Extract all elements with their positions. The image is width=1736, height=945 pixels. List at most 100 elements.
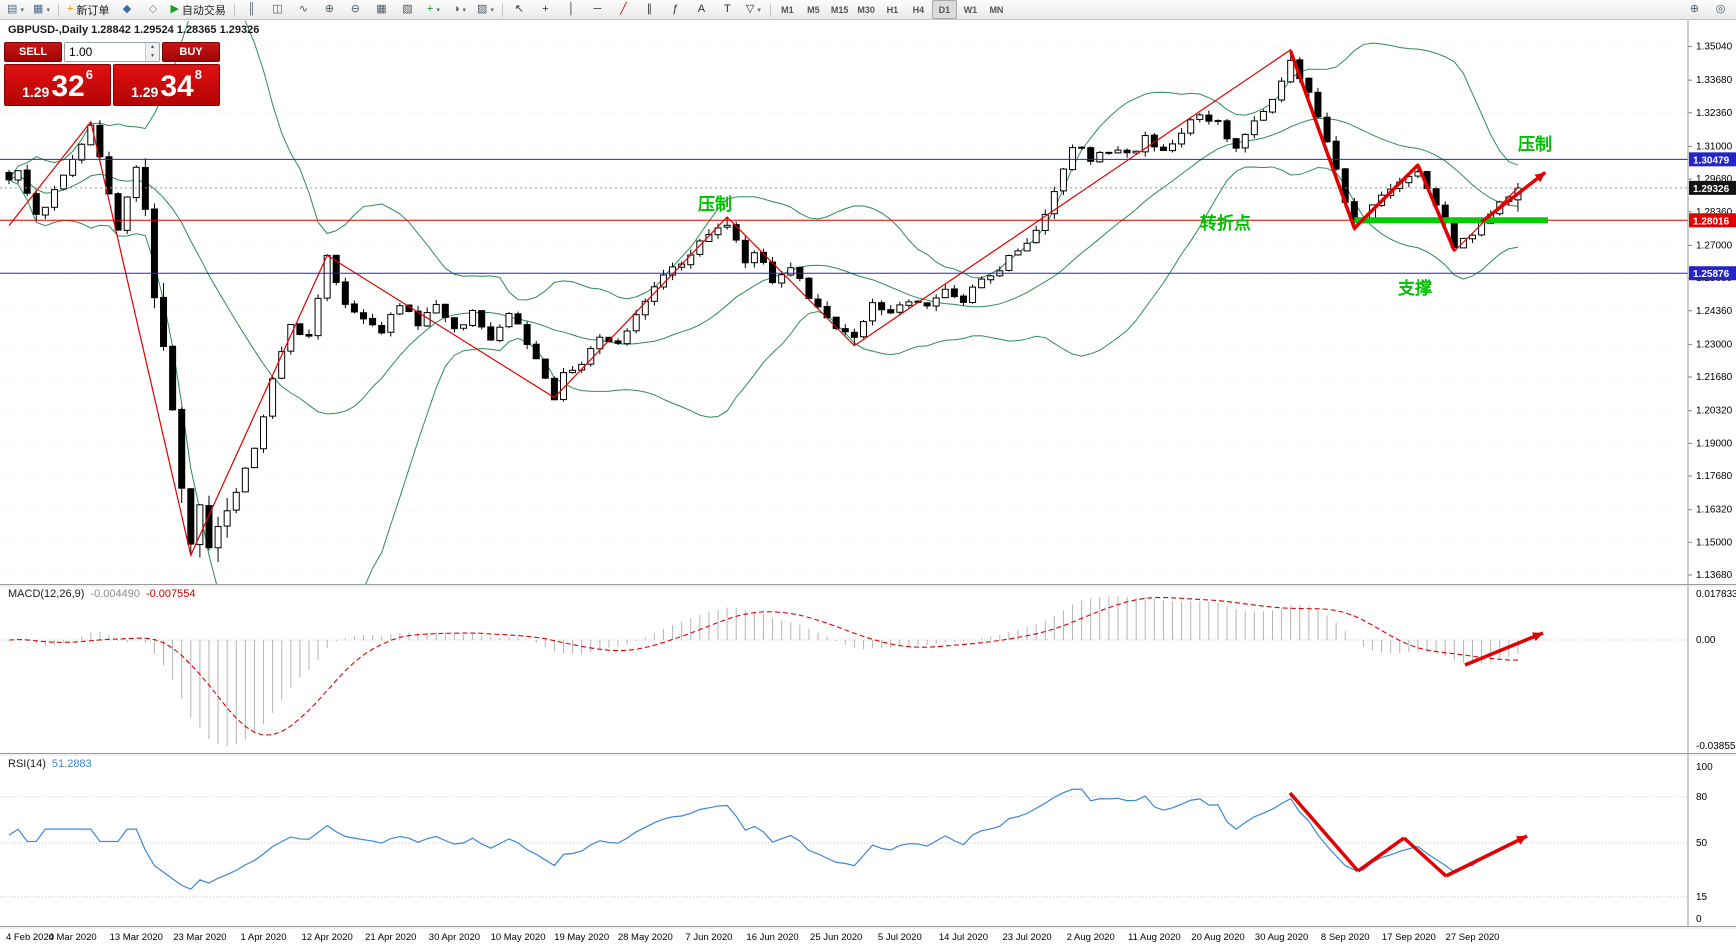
tf-m5-label: M5 bbox=[807, 4, 820, 15]
zoom-in-button[interactable]: ⊕ bbox=[317, 0, 342, 19]
macd-arrow[interactable] bbox=[1464, 631, 1544, 667]
profiles-caret-icon: ▾ bbox=[46, 6, 50, 14]
date-axis-label: 13 Mar 2020 bbox=[110, 932, 163, 943]
volume-up-button[interactable]: ▴ bbox=[146, 43, 159, 52]
periods-caret-icon: ▾ bbox=[462, 6, 466, 14]
fibonacci-button[interactable]: ƒ bbox=[663, 0, 688, 19]
tf-w1-button[interactable]: W1 bbox=[958, 0, 983, 19]
new-chart-button[interactable]: ▤ ▾ bbox=[3, 0, 28, 19]
crosshair-button[interactable]: + bbox=[533, 0, 558, 19]
macd-min-label: -0.038559 bbox=[1696, 741, 1736, 752]
date-axis-label: 17 Sep 2020 bbox=[1382, 932, 1436, 943]
fibonacci-icon: ƒ bbox=[672, 3, 679, 15]
vertical-line-button[interactable]: │ bbox=[559, 0, 584, 19]
zoom-in-icon: ⊕ bbox=[324, 3, 335, 15]
tf-m15-label: M15 bbox=[830, 4, 849, 15]
arrange-windows-button[interactable]: ▧ bbox=[395, 0, 420, 19]
tf-m30-label: M30 bbox=[857, 4, 875, 15]
bollinger-bands bbox=[8, 21, 1519, 585]
toolbar-separator bbox=[769, 2, 771, 17]
tf-h1-label: H1 bbox=[886, 4, 899, 15]
horizontal-line-icon: ─ bbox=[593, 3, 602, 15]
price-axis-label: 1.17680 bbox=[1696, 471, 1733, 482]
text-button[interactable]: A bbox=[689, 0, 714, 19]
tf-mn-label: MN bbox=[989, 4, 1004, 15]
indicators-button[interactable]: + ▾ bbox=[421, 0, 446, 19]
line-chart-button[interactable]: ∿ bbox=[291, 0, 316, 19]
vertical-line-icon: │ bbox=[567, 3, 575, 15]
periods-icon: ◑ bbox=[452, 3, 460, 15]
trend-annotation[interactable] bbox=[1289, 50, 1547, 252]
volume-input[interactable] bbox=[65, 43, 145, 61]
templates-button[interactable]: ▨ ▾ bbox=[473, 0, 498, 19]
buy-button[interactable]: BUY bbox=[162, 42, 220, 62]
tf-m5-button[interactable]: M5 bbox=[801, 0, 826, 19]
buy-price-tile[interactable]: 1.29 34 8 bbox=[113, 64, 220, 106]
channel-icon: ∥ bbox=[646, 3, 653, 15]
date-axis-label: 19 May 2020 bbox=[554, 932, 609, 943]
trendline-button[interactable]: ╱ bbox=[611, 0, 636, 19]
resistance-line-tag bbox=[1689, 152, 1736, 167]
tf-m15-button[interactable]: M15 bbox=[827, 0, 853, 19]
arrange-windows-icon: ▧ bbox=[402, 3, 413, 15]
auto-trading-button[interactable]: ▶ 自动交易 bbox=[166, 0, 229, 19]
cursor-button[interactable]: ↖ bbox=[507, 0, 532, 19]
expert-advisors-button[interactable]: ◆ bbox=[114, 0, 139, 19]
candlestick-chart-button[interactable]: ◫ bbox=[265, 0, 290, 19]
price-axis-label: 1.27000 bbox=[1696, 240, 1733, 251]
rsi-panel: 100 80 50 15 0 bbox=[0, 762, 1713, 925]
chart-options-button[interactable]: ◎ bbox=[1708, 0, 1733, 19]
date-axis-label: 30 Aug 2020 bbox=[1255, 932, 1308, 943]
sell-button[interactable]: SELL bbox=[4, 42, 62, 62]
date-axis-label: 4 Feb 2020 bbox=[6, 932, 54, 943]
one-click-trading-widget: SELL ▴ ▾ BUY 1.29 32 6 1.29 34 8 bbox=[4, 42, 220, 106]
label-icon: T bbox=[724, 3, 731, 15]
tf-h1-button[interactable]: H1 bbox=[880, 0, 905, 19]
price-axis-label: 1.33680 bbox=[1696, 75, 1733, 86]
tile-windows-button[interactable]: ▦ bbox=[369, 0, 394, 19]
sell-price-big-figure: 1.29 bbox=[22, 84, 50, 100]
date-axis-label: 21 Apr 2020 bbox=[365, 932, 416, 943]
tf-mn-button[interactable]: MN bbox=[984, 0, 1009, 19]
date-axis-label: 8 Sep 2020 bbox=[1321, 932, 1370, 943]
new-order-button[interactable]: + 新订单 bbox=[63, 0, 113, 19]
annotation-text-3[interactable]: 支撑 bbox=[1398, 278, 1432, 298]
bollinger-lower bbox=[8, 166, 1519, 585]
tf-m30-button[interactable]: M30 bbox=[853, 0, 879, 19]
sell-price-pips: 32 bbox=[51, 70, 85, 103]
channel-button[interactable]: ∥ bbox=[637, 0, 662, 19]
rsi-arrows[interactable] bbox=[1288, 791, 1528, 878]
volume-spinbox[interactable]: ▴ ▾ bbox=[64, 42, 160, 62]
zoom-out-icon: ⊖ bbox=[350, 3, 361, 15]
toolbar-separator bbox=[501, 2, 503, 17]
sell-price-tile[interactable]: 1.29 32 6 bbox=[4, 64, 111, 106]
annotation-text-2[interactable]: 转折点 bbox=[1200, 213, 1251, 233]
bar-chart-button[interactable]: ║ bbox=[239, 0, 264, 19]
rsi-axis-label: 0 bbox=[1696, 914, 1702, 925]
price-axis-label: 1.20320 bbox=[1696, 406, 1733, 417]
shapes-button[interactable]: ▽ ▾ bbox=[741, 0, 766, 19]
tf-m1-button[interactable]: M1 bbox=[775, 0, 800, 19]
bollinger-middle bbox=[8, 117, 1518, 415]
label-button[interactable]: T bbox=[715, 0, 740, 19]
annotation-text-1[interactable]: 压制 bbox=[1518, 134, 1552, 154]
bar-chart-icon: ║ bbox=[247, 3, 256, 15]
annotation-text-0[interactable]: 压制 bbox=[698, 194, 732, 214]
search-zoom-button[interactable]: ⊕ bbox=[1682, 0, 1707, 19]
candlestick-chart-icon: ◫ bbox=[272, 3, 283, 15]
tf-d1-button[interactable]: D1 bbox=[931, 0, 957, 19]
date-axis-label: 10 May 2020 bbox=[491, 932, 546, 943]
profiles-button[interactable]: ▦ ▾ bbox=[29, 0, 54, 19]
price-axis-label: 1.23000 bbox=[1696, 339, 1733, 350]
metaeditor-button[interactable]: ◇ bbox=[140, 0, 165, 19]
horizontal-line-button[interactable]: ─ bbox=[585, 0, 610, 19]
volume-down-button[interactable]: ▾ bbox=[146, 52, 159, 61]
zoom-out-button[interactable]: ⊖ bbox=[343, 0, 368, 19]
auto-trading-label: 自动交易 bbox=[181, 4, 226, 17]
tf-h4-button[interactable]: H4 bbox=[906, 0, 931, 19]
auto-trading-icon: ▶ bbox=[170, 3, 179, 15]
periods-button[interactable]: ◑ ▾ bbox=[447, 0, 472, 19]
